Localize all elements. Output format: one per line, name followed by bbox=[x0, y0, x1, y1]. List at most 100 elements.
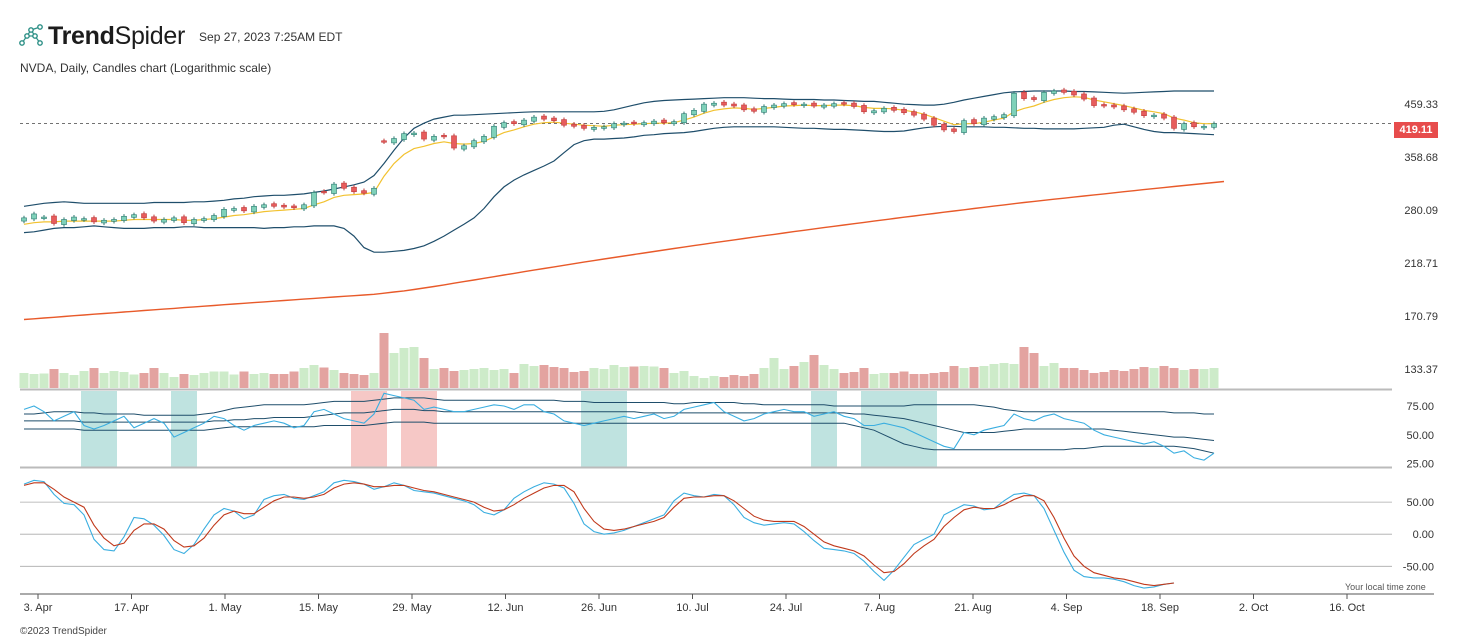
volume-bar bbox=[149, 368, 159, 388]
volume-bar bbox=[259, 373, 269, 388]
volume-bar bbox=[479, 368, 489, 388]
candle-body bbox=[171, 217, 177, 221]
candle-body bbox=[681, 113, 687, 124]
volume-bar bbox=[779, 369, 789, 388]
candle-body bbox=[651, 120, 657, 125]
volume-bar bbox=[249, 374, 259, 388]
volume-bar bbox=[469, 369, 479, 388]
candle-body bbox=[581, 124, 587, 129]
volume-bar bbox=[1199, 369, 1209, 388]
candle-body bbox=[801, 103, 807, 106]
candle-body bbox=[841, 102, 847, 105]
candle-body bbox=[1141, 110, 1147, 116]
candle-body bbox=[741, 104, 747, 111]
candle-body bbox=[31, 213, 37, 220]
volume-bar bbox=[399, 348, 409, 388]
price-axis-label: 459.33 bbox=[1404, 99, 1438, 111]
volume-bar bbox=[449, 371, 459, 388]
sma-long-line bbox=[23, 180, 1225, 321]
candle-body bbox=[481, 136, 487, 143]
volume-bar bbox=[1129, 369, 1139, 388]
candle-body bbox=[181, 216, 187, 223]
volume-bar bbox=[599, 369, 609, 388]
volume-bar bbox=[669, 373, 679, 388]
candle-body bbox=[711, 102, 717, 106]
bollinger-upper-line bbox=[23, 90, 1214, 207]
volume-bar bbox=[189, 375, 199, 388]
candle-body bbox=[611, 123, 617, 129]
candle-body bbox=[131, 214, 137, 218]
candle-body bbox=[1081, 93, 1087, 100]
ema-short-line bbox=[23, 96, 1214, 225]
candle-body bbox=[21, 217, 27, 222]
volume-bar bbox=[1209, 368, 1219, 388]
volume-bar bbox=[619, 367, 629, 388]
last-price-tag: 419.11 bbox=[1394, 122, 1438, 138]
volume-bar bbox=[819, 365, 829, 388]
x-axis-label: 26. Jun bbox=[581, 602, 617, 614]
volume-bar bbox=[1149, 368, 1159, 388]
rsi-oversold-zone bbox=[171, 391, 197, 467]
stoch-axis-label: 0.00 bbox=[1413, 529, 1434, 541]
volume-bar bbox=[719, 377, 729, 388]
candle-body bbox=[641, 122, 647, 126]
volume-bar bbox=[769, 358, 779, 388]
candle-body bbox=[441, 134, 447, 138]
candle-body bbox=[111, 219, 117, 222]
volume-bar bbox=[489, 370, 499, 388]
candle-body bbox=[701, 103, 707, 112]
timezone-note[interactable]: Your local time zone bbox=[1345, 582, 1426, 592]
price-axis-label: 280.09 bbox=[1404, 205, 1438, 217]
chart-subtitle: NVDA, Daily, Candles chart (Logarithmic … bbox=[20, 61, 272, 75]
volume-bar bbox=[99, 373, 109, 388]
candle-body bbox=[551, 117, 557, 121]
volume-bar bbox=[19, 373, 29, 388]
candle-body bbox=[1091, 97, 1097, 106]
volume-bar bbox=[559, 368, 569, 388]
candle-body bbox=[591, 127, 597, 130]
x-axis-label: 1. May bbox=[208, 602, 242, 614]
volume-bar bbox=[899, 371, 909, 388]
volume-bar bbox=[659, 368, 669, 388]
volume-bar bbox=[909, 374, 919, 388]
rsi-oversold-zone bbox=[81, 391, 117, 467]
x-axis-label: 15. May bbox=[299, 602, 339, 614]
price-axis-label: 133.37 bbox=[1404, 364, 1438, 376]
volume-bar bbox=[809, 355, 819, 388]
candle-body bbox=[221, 209, 227, 217]
volume-bar bbox=[879, 373, 889, 388]
candle-body bbox=[1211, 123, 1217, 128]
volume-bar bbox=[549, 367, 559, 388]
volume-bar bbox=[119, 372, 129, 388]
x-axis-label: 18. Sep bbox=[1141, 602, 1179, 614]
x-axis-label: 10. Jul bbox=[676, 602, 708, 614]
volume-bar bbox=[1119, 371, 1129, 388]
candle-body bbox=[731, 103, 737, 107]
candle-body bbox=[241, 207, 247, 212]
x-axis-label: 17. Apr bbox=[114, 602, 149, 614]
volume-bar bbox=[409, 347, 419, 388]
volume-bar bbox=[1029, 353, 1039, 388]
candle-body bbox=[401, 133, 407, 140]
volume-bar bbox=[1039, 366, 1049, 388]
x-axis-label: 21. Aug bbox=[954, 602, 991, 614]
volume-bar bbox=[129, 374, 139, 388]
candle-body bbox=[121, 215, 127, 221]
volume-bar bbox=[349, 374, 359, 388]
candle-body bbox=[351, 186, 357, 193]
candle-body bbox=[531, 116, 537, 122]
rsi-lower-band bbox=[24, 421, 1215, 454]
volume-bar bbox=[849, 372, 859, 388]
candle-body bbox=[691, 110, 697, 116]
volume-bar bbox=[1189, 369, 1199, 388]
price-axis-label: 170.79 bbox=[1404, 311, 1438, 323]
rsi-axis-label: 50.00 bbox=[1406, 430, 1434, 442]
volume-bar bbox=[579, 371, 589, 388]
volume-bar bbox=[919, 374, 929, 388]
volume-bar bbox=[1069, 368, 1079, 388]
candle-body bbox=[571, 123, 577, 127]
candle-body bbox=[501, 122, 507, 128]
volume-bar bbox=[959, 368, 969, 388]
candle-body bbox=[881, 108, 887, 113]
